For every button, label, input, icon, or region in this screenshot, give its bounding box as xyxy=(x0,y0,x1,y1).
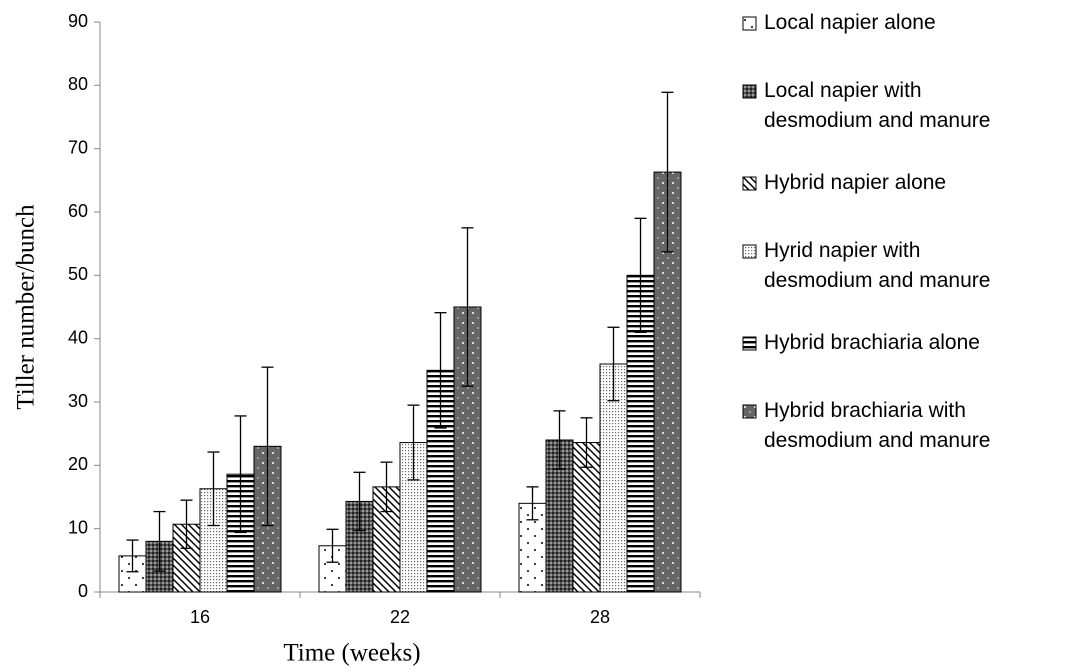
error-bar xyxy=(461,227,474,387)
legend-item: Hybrid napier alone xyxy=(742,168,1026,198)
y-tick-label: 70 xyxy=(68,137,88,157)
legend-item: Hyrid napier with desmodium and manure xyxy=(742,236,1026,296)
legend-item: Hybrid brachiaria alone xyxy=(742,328,1026,358)
error-bar xyxy=(207,451,220,527)
error-bar xyxy=(607,326,620,402)
error-bar xyxy=(126,539,139,573)
legend-label: Hyrid napier with desmodium and manure xyxy=(764,239,991,292)
error-bar xyxy=(634,217,647,333)
legend-item: Local napier alone xyxy=(742,8,1026,38)
y-tick-label: 20 xyxy=(68,454,88,474)
error-bar xyxy=(326,528,339,563)
legend-swatch xyxy=(742,176,757,191)
y-tick-label: 50 xyxy=(68,264,88,284)
error-bar xyxy=(180,499,193,549)
chart: Time (weeks) Tiller number/bunch 0 10 20 30… xyxy=(13,11,701,667)
y-tick-label: 90 xyxy=(68,11,88,31)
error-bar xyxy=(407,404,420,481)
x-tick-label: 16 xyxy=(190,607,210,627)
error-bar xyxy=(526,486,539,521)
y-tick-label: 60 xyxy=(68,201,88,221)
legend-label: Hybrid brachiaria alone xyxy=(764,331,980,354)
legend-label: Hybrid napier alone xyxy=(764,171,947,194)
error-bar xyxy=(380,461,393,513)
error-bar xyxy=(434,312,447,429)
error-bar xyxy=(661,91,674,253)
bar xyxy=(118,555,147,593)
legend-swatch xyxy=(742,16,757,31)
x-tick-label: 22 xyxy=(390,607,410,627)
y-tick-label: 40 xyxy=(68,327,88,347)
error-bar xyxy=(153,510,166,572)
error-bar xyxy=(234,415,247,534)
y-tick-label: 0 xyxy=(78,581,88,601)
legend-label: Hybrid brachiaria with desmodium and man… xyxy=(764,399,991,452)
y-tick-label: 30 xyxy=(68,391,88,411)
error-bar xyxy=(553,410,566,470)
legend-swatch xyxy=(742,244,757,259)
bar xyxy=(599,363,628,593)
bar xyxy=(172,523,201,593)
x-axis-title: Time (weeks) xyxy=(283,640,420,667)
legend-item: Local napier with desmodium and manure xyxy=(742,76,1026,136)
error-bar xyxy=(353,471,366,532)
y-tick-label: 80 xyxy=(68,74,88,94)
error-bar xyxy=(580,417,593,468)
legend-swatch xyxy=(742,336,757,351)
legend-swatch xyxy=(742,84,757,99)
y-tick-label: 10 xyxy=(68,517,88,537)
legend-label: Local napier alone xyxy=(764,11,936,34)
y-axis-title: Tiller number/bunch xyxy=(13,204,40,410)
x-tick-label: 28 xyxy=(590,607,610,627)
error-bar xyxy=(261,366,274,527)
legend-swatch xyxy=(742,404,757,419)
legend-label: Local napier with desmodium and manure xyxy=(764,79,991,132)
legend-item: Hybrid brachiaria with desmodium and man… xyxy=(742,396,1026,456)
